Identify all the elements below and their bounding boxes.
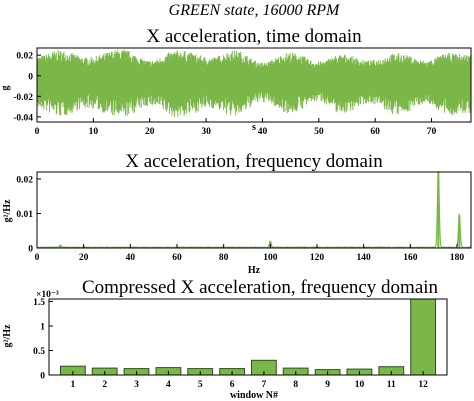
compressed-xtick-label: 7 [262,380,267,390]
time-xtick-label: 20 [145,127,155,137]
time-xlabel: s [252,122,256,133]
compressed-ytick-label: 1.5 [33,298,45,308]
freq-xtick-label: 60 [172,253,182,263]
compressed-xtick-label: 9 [325,380,330,390]
compressed-xtick-label: 12 [418,380,428,390]
freq-xtick-label: 160 [403,253,418,263]
compressed-xtick-label: 3 [134,380,139,390]
freq-xtick-label: 120 [310,253,325,263]
compressed-plot-area: 1 2 3 4 5 6 7 8 9 10 11 121.510.50 [33,298,448,390]
panel-time-domain: X acceleration, time domain 0 10 20 30 40 50 6… [0,26,472,137]
freq-ytick-label: 0 [28,245,33,255]
compressed-xtick-label: 6 [230,380,235,390]
time-signal-trace [36,49,472,118]
compressed-xtick-label: 5 [198,380,203,390]
freq-ytick-label: 0.01 [16,210,33,220]
time-xtick-label: 10 [89,127,99,137]
freq-xtick-label: 20 [79,253,89,263]
freq-xtick-label: 140 [357,253,372,263]
compressed-bar [410,298,437,376]
compressed-xtick-label: 10 [355,380,365,390]
freq-ylabel: g²/Hz [2,199,13,223]
panel-compressed-title: Compressed X acceleration, frequency dom… [82,277,439,298]
panel-frequency-domain: X acceleration, frequency domain 0 20 40 60… [2,151,472,276]
time-xtick-label: 50 [314,127,324,137]
compressed-axes-box [48,298,448,376]
time-xtick-label: 60 [370,127,380,137]
compressed-ytick-label: 1 [40,322,45,332]
freq-xtick-label: 40 [126,253,136,263]
compressed-scale-note: ×10⁻³ [36,290,59,300]
freq-ytick-label: 0.02 [16,175,33,185]
freq-xtick-label: 100 [263,253,278,263]
panel-compressed: Compressed X acceleration, frequency dom… [2,277,448,401]
freq-axes-box [36,171,472,249]
compressed-xtick-label: 2 [102,380,107,390]
freq-xtick-label: 80 [219,253,229,263]
time-plot-area: 0 10 20 30 40 50 60 70 0.02 0 -0.02 -0.04 [13,47,472,137]
time-ytick-label: -0.02 [13,93,33,103]
freq-spectrum-trace [36,170,472,249]
time-xtick-label: 70 [427,127,437,137]
time-axes-box [36,47,472,123]
freq-plot-area: 0 20 40 60 80 100 120 140 160 180 0.02 0.01 0 [16,170,472,263]
compressed-xlabel: window N# [230,390,278,401]
freq-xtick-label: 0 [35,253,40,263]
time-ytick-label: 0 [28,72,33,82]
compressed-ytick-label: 0.5 [33,347,45,357]
compressed-ylabel: g²/Hz [2,324,13,348]
time-ytick-label: -0.04 [13,113,33,123]
compressed-ytick-label: 0 [40,372,45,382]
time-ytick-label: 0.02 [16,52,33,62]
compressed-xtick-label: 11 [387,380,396,390]
time-xtick-label: 40 [258,127,268,137]
time-xtick-label: 30 [201,127,211,137]
panel-time-title: X acceleration, time domain [146,26,362,47]
time-xtick-label: 0 [35,127,40,137]
time-ylabel: g [0,86,11,91]
freq-xtick-label: 180 [450,253,465,263]
compressed-xtick-label: 4 [166,380,171,390]
compressed-xtick-label: 8 [293,380,298,390]
freq-xlabel: Hz [248,265,261,276]
panel-freq-title: X acceleration, frequency domain [125,151,383,172]
compressed-xtick-label: 1 [71,380,76,390]
figure-suptitle: GREEN state, 16000 RPM [169,2,341,19]
